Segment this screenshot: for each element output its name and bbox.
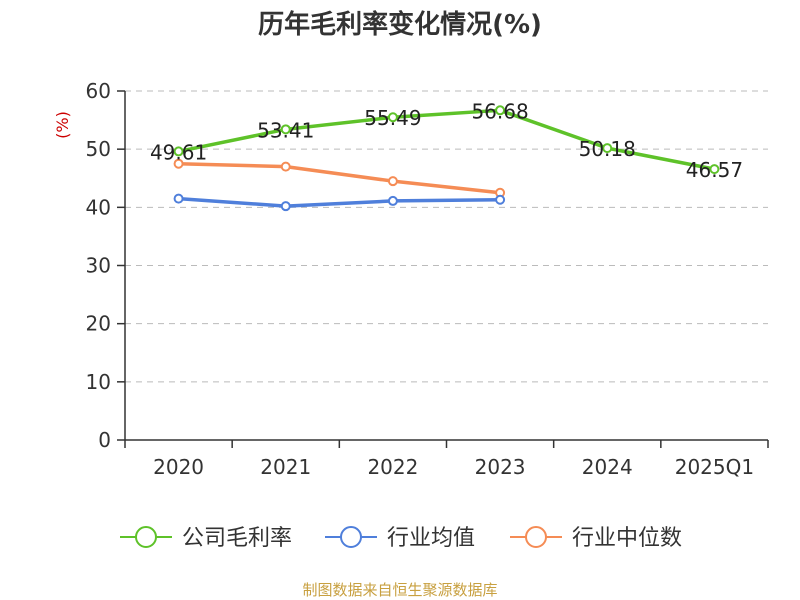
- data-point: [709, 164, 720, 175]
- source-note: 制图数据来自恒生聚源数据库: [302, 581, 497, 599]
- y-tick-label: 0: [98, 428, 111, 452]
- legend-item: 行业中位数: [510, 526, 682, 551]
- series-line: [178, 161, 501, 195]
- data-label: 56.68: [471, 99, 528, 123]
- chart-title: 历年毛利率变化情况(%): [258, 9, 542, 40]
- series-line: [178, 196, 501, 208]
- data-labels: 49.61 53.41 55.49 56.68 50.18 46.57: [150, 99, 743, 182]
- x-tick-label: 2024: [582, 455, 633, 479]
- data-label: 49.61: [150, 140, 207, 164]
- legend-label: 公司毛利率: [182, 526, 292, 551]
- legend: 公司毛利率 行业均值 行业中位数: [120, 526, 682, 551]
- data-point: [602, 143, 613, 154]
- y-tick-label: 40: [86, 195, 111, 219]
- y-axis-label: (%): [53, 111, 72, 139]
- series: [173, 105, 720, 212]
- axes: 0 10 20 30 40 50 60 2020 2021 2022 2023 2024 2025Q1: [86, 79, 769, 479]
- y-tick-label: 20: [86, 312, 111, 336]
- y-tick-label: 10: [86, 370, 111, 394]
- data-point: [280, 124, 291, 135]
- data-point: [280, 161, 291, 172]
- data-point: [387, 195, 398, 206]
- legend-marker: [135, 526, 157, 548]
- legend-label: 行业均值: [387, 526, 475, 551]
- y-tick-label: 50: [86, 137, 111, 161]
- data-label: 50.18: [579, 137, 636, 161]
- data-point: [387, 176, 398, 187]
- legend-item: 公司毛利率: [120, 526, 292, 551]
- legend-label: 行业中位数: [572, 526, 682, 551]
- y-tick-label: 30: [86, 254, 111, 278]
- data-label: 46.57: [686, 158, 743, 182]
- data-point: [173, 158, 184, 169]
- data-point: [495, 105, 506, 116]
- x-tick-label: 2020: [153, 455, 204, 479]
- data-point: [495, 194, 506, 205]
- x-tick-label: 2021: [260, 455, 311, 479]
- x-tick-label: 2025Q1: [675, 455, 754, 479]
- data-point: [173, 193, 184, 204]
- legend-marker: [340, 526, 362, 548]
- x-tick-label: 2022: [367, 455, 418, 479]
- data-point: [387, 112, 398, 123]
- y-tick-label: 60: [86, 79, 111, 103]
- legend-marker: [525, 526, 547, 548]
- series-line: [178, 108, 715, 171]
- data-point: [280, 201, 291, 212]
- grid: [125, 90, 768, 383]
- data-label: 55.49: [364, 106, 421, 130]
- legend-item: 行业均值: [325, 526, 475, 551]
- data-point: [173, 146, 184, 157]
- x-tick-label: 2023: [475, 455, 526, 479]
- data-label: 53.41: [257, 118, 314, 142]
